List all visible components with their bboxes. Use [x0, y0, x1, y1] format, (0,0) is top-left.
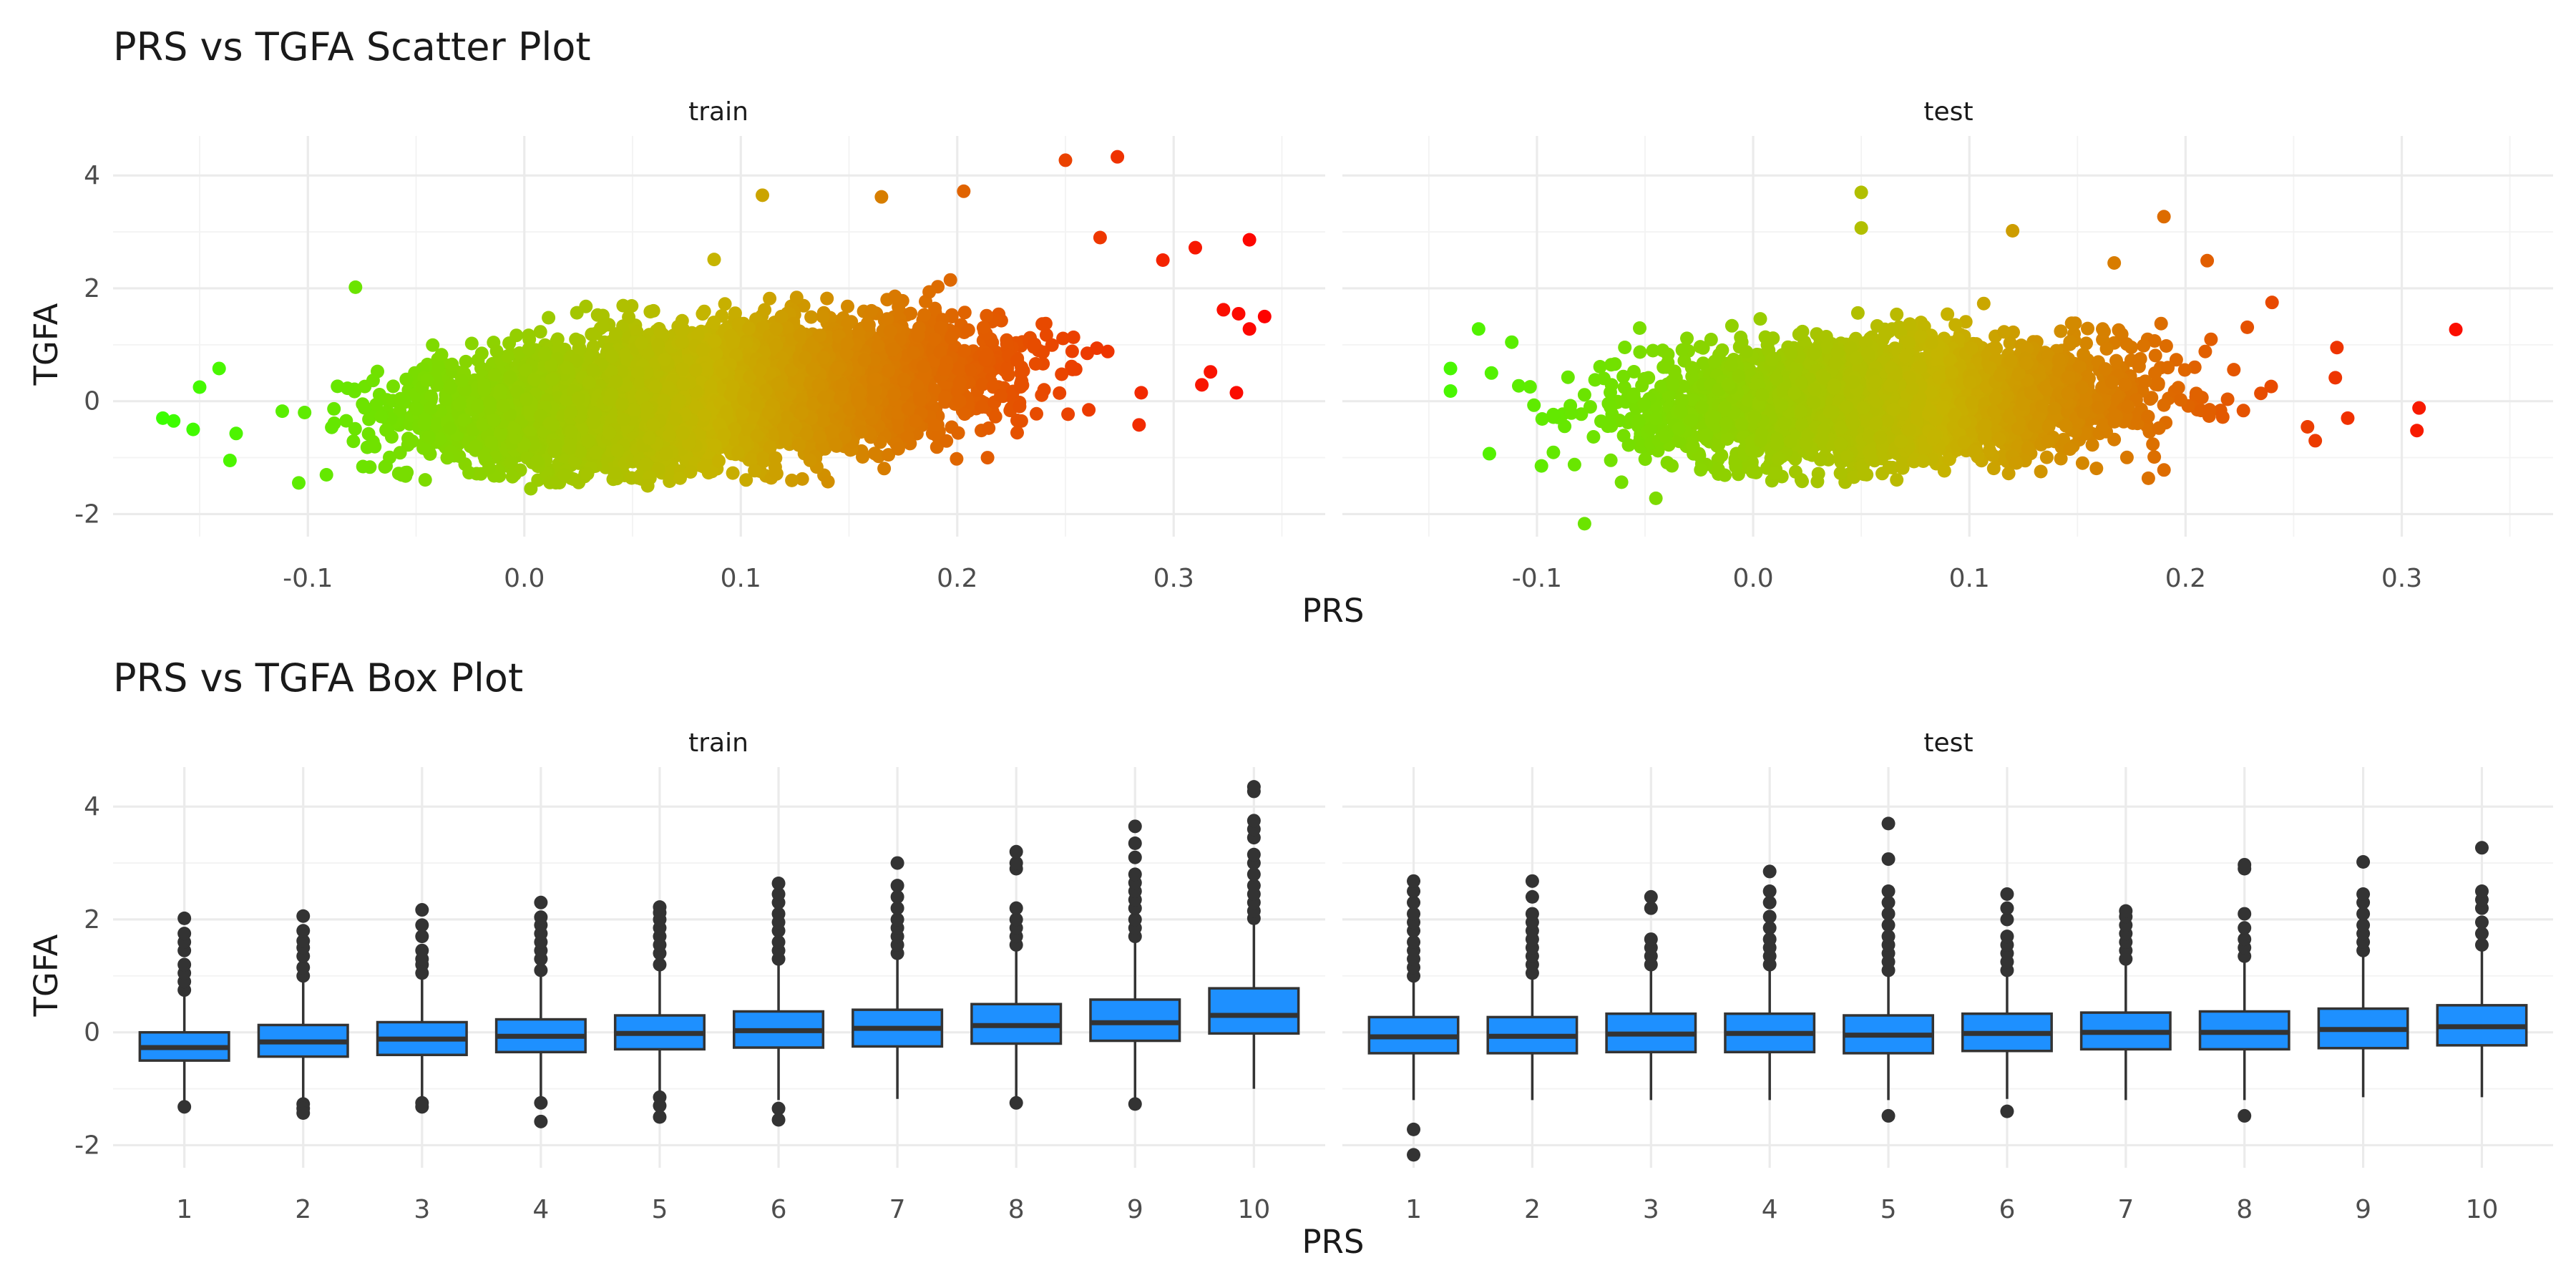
- scatter-point: [418, 473, 432, 487]
- scatter-point: [366, 374, 380, 388]
- scatter-point: [459, 354, 473, 369]
- y-tick-label: 0: [84, 387, 100, 416]
- scatter-point: [393, 446, 407, 460]
- scatter-point: [542, 311, 556, 325]
- scatter-point: [462, 466, 477, 480]
- scatter-point: [379, 459, 393, 473]
- scatter-point: [346, 434, 361, 449]
- scatter-point: [579, 299, 593, 313]
- box-y-axis-title: TGFA: [27, 934, 65, 1017]
- x-tick-label: 0.0: [504, 564, 545, 593]
- box-strip-test: test: [1923, 728, 1973, 758]
- scatter-point: [957, 306, 972, 320]
- scatter-point: [643, 305, 658, 319]
- scatter-point: [877, 462, 892, 476]
- scatter-point: [1090, 341, 1104, 356]
- scatter-point: [1065, 344, 1079, 358]
- scatter-point: [1010, 426, 1024, 440]
- scatter-point: [841, 299, 854, 313]
- scatter-point: [474, 346, 489, 361]
- scatter-title: PRS vs TGFA Scatter Plot: [113, 24, 591, 69]
- scatter-point: [943, 273, 957, 287]
- scatter-point: [298, 406, 312, 419]
- scatter-point: [975, 400, 989, 414]
- scatter-point: [707, 253, 721, 267]
- scatter-point: [820, 291, 834, 306]
- scatter-point: [386, 379, 400, 394]
- scatter-point: [369, 397, 384, 411]
- scatter-point: [1045, 338, 1059, 352]
- scatter-point: [856, 450, 869, 464]
- y-tick-label: -2: [74, 499, 100, 529]
- scatter-point: [1030, 406, 1043, 421]
- x-tick-label: 0.1: [721, 564, 761, 593]
- scatter-point: [1082, 403, 1096, 417]
- scatter-point: [1039, 328, 1053, 342]
- scatter-point: [961, 323, 975, 337]
- scatter-point: [950, 452, 964, 466]
- scatter-point: [292, 476, 306, 490]
- scatter-point: [1000, 337, 1014, 351]
- y-tick-label: 2: [84, 274, 100, 303]
- scatter-x-axis-title: PRS: [1302, 592, 1365, 630]
- y-tick-label: 4: [84, 161, 100, 190]
- scatter-strip-train: train: [688, 97, 748, 127]
- x-tick-label: 0.2: [937, 564, 977, 593]
- scatter-point: [361, 426, 376, 441]
- x-tick-label: 0.3: [1153, 564, 1194, 593]
- scatter-point: [726, 466, 740, 480]
- scatter-point: [1066, 330, 1080, 344]
- scatter-point: [229, 426, 243, 441]
- scatter-point: [275, 404, 289, 419]
- scatter-point: [769, 467, 784, 481]
- scatter-y-axis-title: TGFA: [27, 303, 65, 386]
- scatter-point: [1037, 383, 1051, 397]
- scatter-point: [319, 468, 333, 482]
- scatter-panel-train: -0.1 0.0 0.1 0.2 0.3 -2 0 2 4: [74, 136, 1325, 593]
- scatter-strip-test: test: [1923, 97, 1973, 127]
- scatter-point: [789, 291, 804, 305]
- scatter-point: [522, 328, 536, 343]
- scatter-point: [804, 310, 819, 324]
- box-title: PRS vs TGFA Box Plot: [113, 655, 523, 701]
- box-x-axis-title: PRS: [1302, 1223, 1365, 1261]
- scatter-point: [356, 459, 370, 474]
- box-strip-train: train: [688, 728, 748, 758]
- scatter-point: [341, 381, 355, 396]
- scatter-point: [464, 336, 479, 351]
- scatter-point: [1101, 344, 1115, 358]
- scatter-point: [1061, 407, 1075, 421]
- scatter-point: [1055, 367, 1069, 381]
- scatter-point: [1053, 386, 1067, 400]
- scatter-cloud: [229, 253, 1115, 490]
- scatter-point: [509, 328, 524, 343]
- x-tick-label: -0.1: [283, 564, 333, 593]
